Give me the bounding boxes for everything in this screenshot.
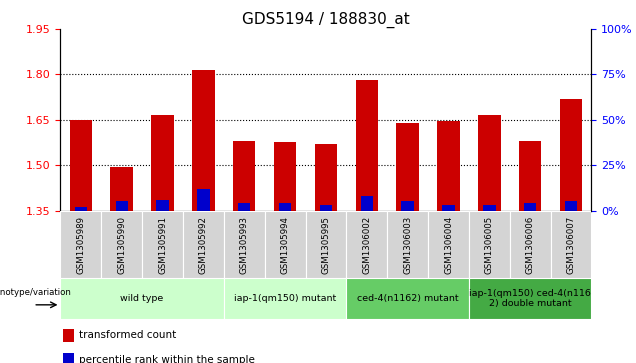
Bar: [151, 115, 174, 211]
Bar: [469, 278, 591, 319]
Bar: [142, 211, 183, 278]
Bar: [274, 143, 296, 211]
Bar: [279, 203, 291, 211]
Bar: [483, 205, 495, 211]
Bar: [438, 121, 460, 211]
Bar: [510, 211, 551, 278]
Bar: [428, 211, 469, 278]
Text: GSM1306006: GSM1306006: [526, 216, 535, 274]
Bar: [560, 99, 583, 211]
Bar: [233, 141, 256, 211]
Bar: [320, 205, 332, 211]
Bar: [347, 211, 387, 278]
Bar: [565, 201, 577, 211]
Bar: [396, 123, 419, 211]
Text: GSM1306004: GSM1306004: [444, 216, 453, 274]
Text: transformed count: transformed count: [79, 330, 176, 340]
Bar: [183, 211, 224, 278]
Bar: [224, 211, 265, 278]
Bar: [347, 278, 469, 319]
Text: GSM1305995: GSM1305995: [321, 216, 331, 274]
Bar: [401, 201, 414, 211]
Bar: [60, 211, 101, 278]
Text: GSM1305994: GSM1305994: [280, 216, 289, 274]
Text: genotype/variation: genotype/variation: [0, 288, 71, 297]
Text: GSM1306002: GSM1306002: [363, 216, 371, 274]
Bar: [387, 211, 428, 278]
Bar: [356, 81, 378, 211]
Bar: [524, 203, 536, 211]
Text: GSM1306003: GSM1306003: [403, 216, 412, 274]
Text: ced-4(n1162) mutant: ced-4(n1162) mutant: [357, 294, 459, 303]
Text: iap-1(qm150) ced-4(n116
2) double mutant: iap-1(qm150) ced-4(n116 2) double mutant: [469, 289, 591, 308]
Bar: [478, 115, 501, 211]
Bar: [469, 211, 510, 278]
Bar: [74, 207, 87, 211]
Title: GDS5194 / 188830_at: GDS5194 / 188830_at: [242, 12, 410, 28]
Bar: [63, 329, 74, 342]
Text: GSM1305990: GSM1305990: [117, 216, 126, 274]
Text: GSM1306005: GSM1306005: [485, 216, 494, 274]
Bar: [315, 144, 337, 211]
Bar: [63, 353, 74, 363]
Bar: [238, 203, 251, 211]
Text: percentile rank within the sample: percentile rank within the sample: [79, 355, 255, 363]
Bar: [69, 120, 92, 211]
Bar: [116, 201, 128, 211]
Text: iap-1(qm150) mutant: iap-1(qm150) mutant: [234, 294, 336, 303]
Text: GSM1305991: GSM1305991: [158, 216, 167, 274]
Bar: [265, 211, 305, 278]
Text: GSM1305992: GSM1305992: [199, 216, 208, 274]
Bar: [551, 211, 591, 278]
Bar: [101, 211, 142, 278]
Bar: [197, 189, 210, 211]
Text: GSM1305993: GSM1305993: [240, 216, 249, 274]
Bar: [305, 211, 347, 278]
Text: wild type: wild type: [120, 294, 163, 303]
Bar: [60, 278, 224, 319]
Bar: [156, 200, 169, 211]
Bar: [111, 167, 133, 211]
Bar: [442, 205, 455, 211]
Text: GSM1305989: GSM1305989: [76, 216, 85, 274]
Bar: [361, 196, 373, 211]
Bar: [192, 70, 214, 211]
Text: GSM1306007: GSM1306007: [567, 216, 576, 274]
Bar: [224, 278, 347, 319]
Bar: [519, 141, 541, 211]
